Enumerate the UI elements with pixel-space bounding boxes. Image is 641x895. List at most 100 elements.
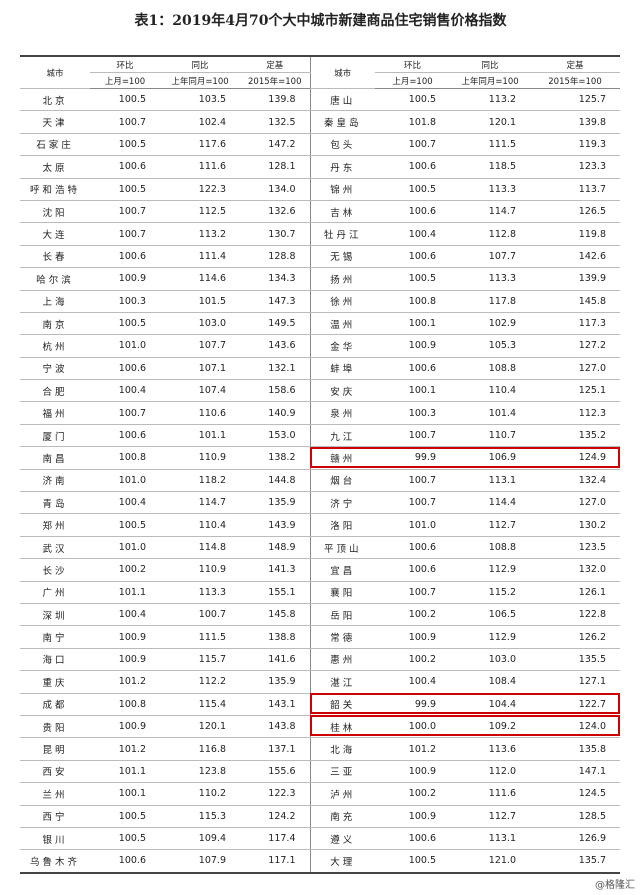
index-value: 139.8 [530,110,620,134]
index-value: 139.9 [530,267,620,291]
city-name: 牡丹江 [310,222,375,246]
index-value: 102.9 [450,312,530,336]
index-value: 106.9 [450,446,530,470]
index-value: 112.3 [530,401,620,425]
index-value: 101.5 [160,290,240,313]
index-value: 101.2 [375,737,450,761]
index-value: 100.3 [375,401,450,425]
index-value: 158.6 [240,379,311,403]
index-value: 141.3 [240,558,311,582]
index-value: 100.9 [90,267,160,291]
city-name: 昆明 [20,737,90,761]
index-value: 100.2 [90,558,160,582]
index-value: 100.6 [375,357,450,381]
header-sub: 上年同月=100 [450,72,530,89]
header-sub: 上月=100 [375,72,450,89]
header-cell: 同比 [160,55,240,73]
index-value: 100.5 [90,133,160,157]
header-sub: 2015年=100 [240,72,311,89]
city-name: 天津 [20,110,90,134]
city-name: 常德 [310,625,375,649]
index-value: 100.5 [375,88,450,112]
index-value: 110.9 [160,446,240,470]
city-name: 合肥 [20,379,90,403]
index-value: 99.9 [375,693,450,716]
index-value: 128.8 [240,245,311,269]
index-value: 107.9 [160,849,240,874]
index-value: 100.6 [375,155,450,179]
table-wrap: 城市 环比 同比 定基 城市 环比 同比 定基 上月=100 上年同月=100 2015年=100 上… [20,55,620,874]
index-value: 126.2 [530,625,620,649]
index-value: 126.9 [530,827,620,851]
city-name: 烟台 [310,469,375,493]
table-head: 城市 环比 同比 定基 城市 环比 同比 定基 上月=100 上年同月=100 2015年=100 上… [20,55,620,89]
index-value: 100.7 [375,469,450,493]
index-value: 100.5 [90,312,160,336]
index-value: 113.1 [450,469,530,493]
index-value: 115.3 [160,805,240,828]
index-value: 100.3 [90,290,160,313]
watermark: @格隆汇 [595,880,635,891]
city-name: 湛江 [310,670,375,694]
city-name: 洛阳 [310,513,375,537]
city-name: 遵义 [310,827,375,851]
city-name: 安庆 [310,379,375,403]
city-name: 长沙 [20,558,90,582]
index-value: 113.3 [160,581,240,604]
index-value: 112.5 [160,200,240,224]
index-value: 113.7 [530,178,620,201]
index-value: 100.1 [90,782,160,806]
index-value: 100.9 [375,334,450,358]
index-value: 148.9 [240,536,311,560]
index-value: 130.7 [240,222,311,246]
index-value: 103.0 [160,312,240,336]
index-value: 101.8 [375,110,450,134]
index-value: 110.9 [160,558,240,582]
index-value: 100.7 [90,222,160,246]
index-value: 114.6 [160,267,240,291]
city-name: 杭州 [20,334,90,358]
index-value: 100.5 [375,849,450,874]
index-value: 100.6 [90,155,160,179]
index-value: 113.1 [450,827,530,851]
index-value: 100.9 [375,625,450,649]
highlight-box [310,693,620,714]
index-value: 137.1 [240,737,311,761]
index-value: 124.2 [240,805,311,828]
city-name: 襄阳 [310,581,375,604]
index-value: 141.6 [240,648,311,672]
index-value: 114.4 [450,491,530,515]
index-value: 122.7 [530,693,620,716]
city-name: 泸州 [310,782,375,806]
header-row: 上月=100 上年同月=100 2015年=100 上月=100 上年同月=100 201… [20,72,620,89]
index-value: 128.5 [530,805,620,828]
index-value: 100.8 [375,290,450,313]
table-body: 北京 100.5 103.5 139.8 唐山 100.5 113.2 125.7 天津 100.… [20,88,620,874]
index-value: 132.1 [240,357,311,381]
city-name: 广州 [20,581,90,604]
index-value: 100.9 [375,760,450,784]
index-value: 100.5 [90,88,160,112]
index-value: 101.1 [160,424,240,448]
index-value: 100.4 [375,222,450,246]
index-value: 100.8 [90,446,160,470]
index-value: 111.6 [160,155,240,179]
index-value: 117.4 [240,827,311,851]
city-name: 丹东 [310,155,375,179]
index-value: 100.7 [90,200,160,224]
index-value: 100.6 [375,536,450,560]
data-row: 南宁 100.9 111.5 138.8 常德 100.9 112.9 126.2 [20,625,620,649]
index-value: 108.4 [450,670,530,694]
index-value: 100.7 [375,491,450,515]
index-value: 99.9 [375,446,450,470]
header-city: 城市 [310,55,375,89]
data-row: 广州 101.1 113.3 155.1 襄阳 100.7 115.2 126.1 [20,581,620,604]
index-value: 100.4 [90,603,160,627]
data-row: 厦门 100.6 101.1 153.0 九江 100.7 110.7 135.2 [20,424,620,448]
city-name: 赣州 [310,446,375,470]
city-name: 西宁 [20,805,90,828]
header-sub: 上月=100 [90,72,160,89]
index-value: 111.6 [450,782,530,806]
index-value: 100.5 [375,178,450,201]
index-value: 124.5 [530,782,620,806]
